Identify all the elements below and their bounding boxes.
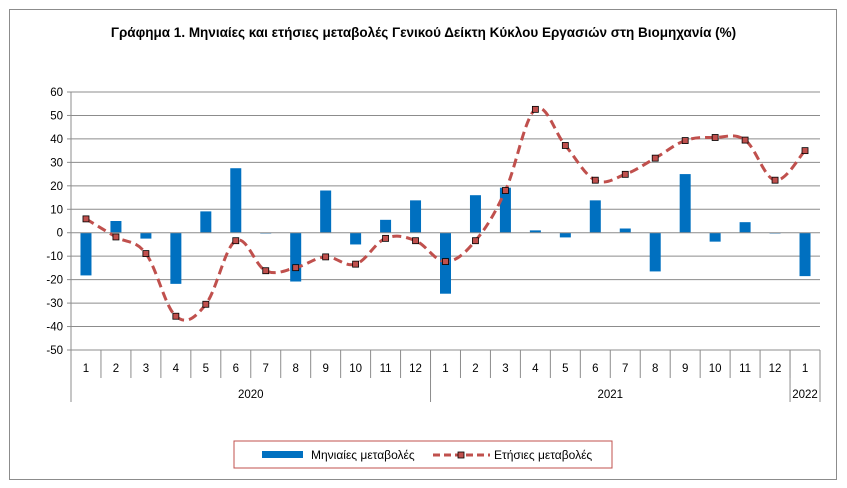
- x-tick-label: 9: [322, 363, 328, 375]
- bar: [709, 232, 721, 242]
- legend-bar-swatch: [262, 451, 303, 458]
- bar: [529, 230, 541, 233]
- legend-label-monthly: Μηνιαίες μεταβολές: [311, 448, 415, 462]
- x-tick-label: 10: [709, 363, 722, 375]
- y-tick-label: 40: [50, 134, 63, 146]
- y-tick-label: -40: [46, 322, 63, 334]
- line-point: [472, 237, 479, 245]
- y-axis-ticks: -50 -40 -30 -20 -10 0 10 20 30 40 50 60: [46, 87, 71, 357]
- bar: [739, 222, 751, 233]
- line-point: [771, 176, 779, 184]
- y-tick-label: 10: [50, 204, 63, 216]
- line-point: [651, 154, 659, 162]
- line-point: [711, 134, 719, 141]
- legend: Μηνιαίες μεταβολές Ετήσιες μεταβολές: [233, 440, 613, 469]
- x-tick-label: 11: [380, 363, 392, 375]
- bar: [469, 195, 481, 233]
- line-point: [232, 237, 240, 245]
- x-tick-label: 6: [233, 363, 239, 375]
- legend-marker-swatch: [457, 451, 465, 459]
- x-tick-label: 3: [143, 363, 149, 375]
- bar: [619, 228, 631, 233]
- x-tick-label: 5: [203, 363, 209, 375]
- bar: [230, 168, 242, 233]
- y-tick-label: -50: [46, 345, 63, 357]
- chart-title: Γράφημα 1. Μηνιαίες και ετήσιες μεταβολέ…: [110, 25, 737, 40]
- bar: [350, 232, 362, 245]
- line-point: [591, 176, 599, 184]
- year-label: 2021: [597, 389, 623, 401]
- bar: [679, 174, 691, 233]
- bar: [140, 232, 152, 239]
- legend-label-annual: Ετήσιες μεταβολές: [494, 448, 592, 462]
- x-tick-label: 7: [263, 363, 269, 375]
- y-tick-label: 0: [57, 228, 63, 240]
- y-tick-label: 30: [50, 157, 63, 169]
- x-tick-label: 5: [562, 363, 568, 375]
- x-tick-label: 12: [409, 363, 422, 375]
- line-point: [82, 215, 90, 223]
- y-tick-label: 50: [50, 110, 63, 122]
- bar: [559, 232, 571, 238]
- y-tick-label: 20: [50, 181, 63, 193]
- bar: [649, 232, 661, 272]
- y-tick-label: -10: [46, 251, 63, 263]
- x-tick-label: 2: [113, 363, 119, 375]
- bar: [110, 221, 122, 233]
- line-point: [561, 142, 569, 149]
- bar: [200, 211, 212, 233]
- line-point: [531, 105, 539, 113]
- x-tick-label: 12: [769, 363, 782, 375]
- bar: [80, 232, 92, 276]
- bar: [589, 200, 601, 233]
- x-tick-label: 9: [682, 363, 688, 375]
- line-point: [502, 187, 509, 194]
- line-annual: [82, 105, 809, 322]
- y-tick-label: -30: [46, 298, 63, 310]
- x-tick-label: 11: [739, 363, 751, 375]
- line-point: [112, 233, 120, 241]
- line-point: [681, 137, 689, 144]
- x-tick-label: 7: [622, 363, 628, 375]
- x-tick-label: 4: [532, 363, 539, 375]
- bar: [799, 232, 811, 277]
- bar: [170, 232, 182, 284]
- line-point: [202, 300, 210, 308]
- x-tick-label: 4: [173, 363, 180, 375]
- line-point: [412, 237, 419, 245]
- line-point: [292, 264, 300, 272]
- gridlines: [70, 91, 820, 351]
- line-point: [442, 258, 449, 265]
- year-label: 2022: [792, 389, 818, 401]
- x-tick-label: 1: [83, 363, 89, 375]
- year-label: 2020: [238, 389, 264, 401]
- bars-monthly: [80, 168, 811, 294]
- line-point: [382, 234, 389, 242]
- x-tick-label: 1: [442, 363, 448, 375]
- x-tick-label: 8: [652, 363, 658, 375]
- x-tick-label: 2: [472, 363, 478, 375]
- x-tick-label: 10: [349, 363, 362, 375]
- y-tick-label: -20: [46, 275, 63, 287]
- x-tick-label: 6: [592, 363, 598, 375]
- line-point: [172, 312, 180, 320]
- x-tick-label: 8: [292, 363, 298, 375]
- line-point: [142, 250, 150, 258]
- line-point: [621, 170, 629, 178]
- x-tick-label: 3: [502, 363, 508, 375]
- line-point: [322, 253, 330, 261]
- line-point: [741, 136, 749, 144]
- line-point: [352, 260, 360, 268]
- y-tick-label: 60: [50, 87, 63, 99]
- bar: [410, 200, 422, 233]
- bar: [499, 187, 511, 233]
- line-point: [801, 147, 809, 155]
- x-tick-label: 1: [802, 363, 808, 375]
- bar: [290, 232, 302, 282]
- line-point: [262, 267, 270, 275]
- bar: [320, 190, 332, 233]
- bar: [380, 219, 392, 233]
